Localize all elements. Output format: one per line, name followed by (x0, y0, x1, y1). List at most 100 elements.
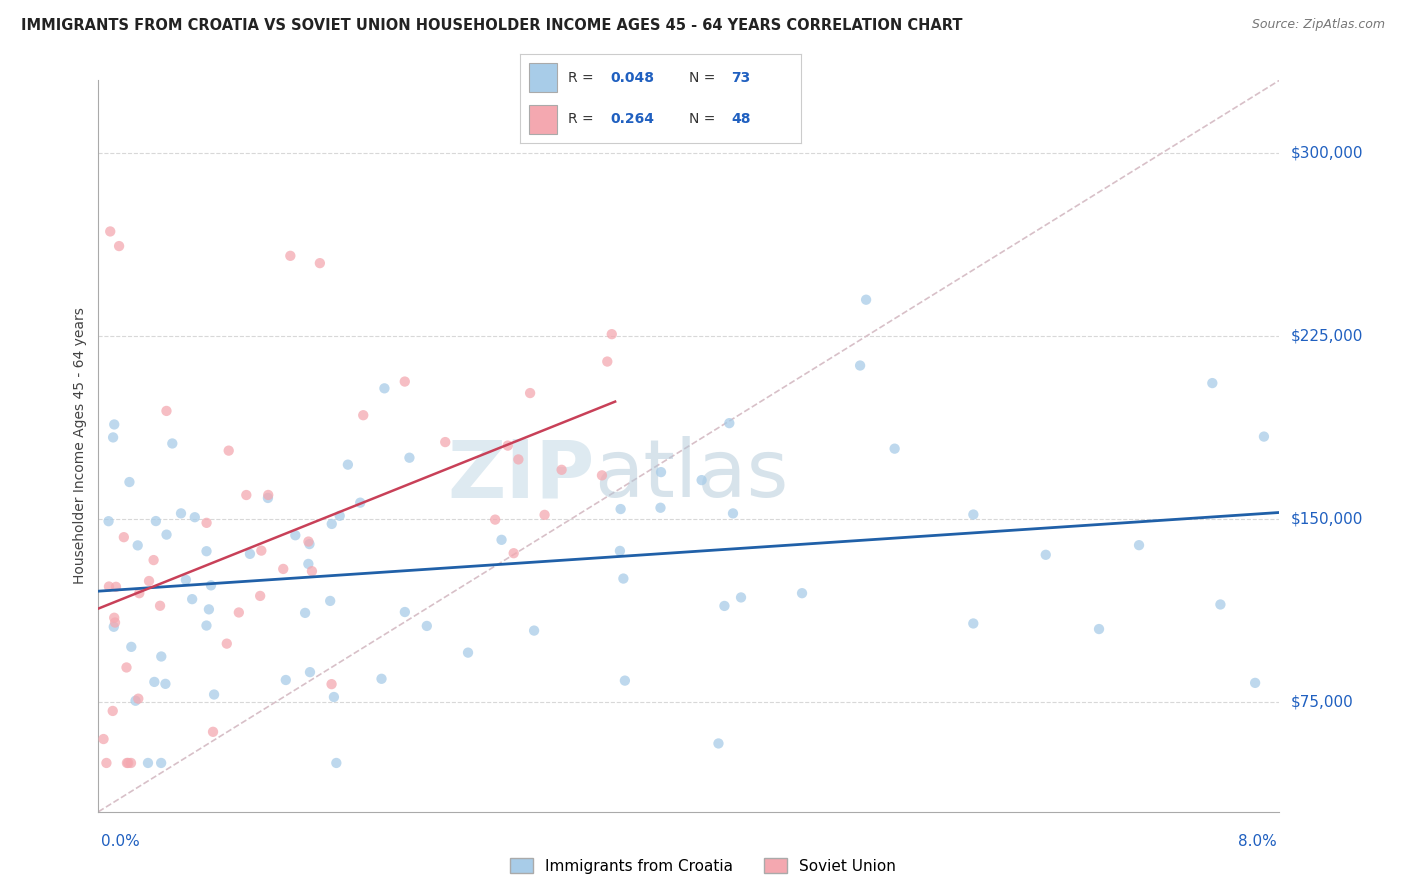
Point (128, 586, 150, 600)
Text: $75,000: $75,000 (1291, 695, 1354, 709)
Point (228, 606, 250, 620)
Point (457, 646, 479, 660)
Text: 0.048: 0.048 (610, 70, 654, 85)
Text: 0.264: 0.264 (610, 112, 654, 126)
Point (609, 502, 631, 516)
Text: $225,000: $225,000 (1291, 329, 1362, 343)
Point (349, 496, 371, 510)
Point (143, 674, 166, 689)
Point (149, 599, 172, 613)
Point (336, 458, 359, 472)
Text: atlas: atlas (595, 436, 789, 515)
Point (198, 602, 221, 616)
Text: IMMIGRANTS FROM CROATIA VS SOVIET UNION HOUSEHOLDER INCOME AGES 45 - 64 YEARS CO: IMMIGRANTS FROM CROATIA VS SOVIET UNION … (21, 18, 963, 33)
Point (104, 580, 127, 594)
Text: $150,000: $150,000 (1291, 512, 1362, 526)
Point (883, 442, 905, 456)
Point (297, 534, 319, 549)
Point (257, 488, 280, 502)
Point (155, 527, 177, 541)
Point (150, 649, 173, 664)
Point (138, 574, 160, 588)
Point (235, 488, 257, 502)
Point (790, 586, 813, 600)
Point (1201, 376, 1223, 390)
Point (136, 756, 159, 770)
Point (298, 665, 321, 680)
Point (308, 256, 332, 270)
Point (93, 732, 115, 747)
Point (502, 546, 524, 560)
Point (170, 507, 193, 521)
Text: R =: R = (568, 70, 598, 85)
Point (416, 619, 439, 633)
Point (730, 591, 752, 605)
Point (150, 756, 173, 770)
Point (115, 660, 138, 674)
Point (491, 533, 513, 547)
Point (1209, 598, 1232, 612)
Text: 73: 73 (731, 70, 751, 85)
Bar (529, 63, 557, 92)
Point (1088, 622, 1111, 636)
Point (301, 564, 323, 578)
Point (103, 620, 125, 634)
Point (434, 435, 457, 450)
Point (98, 224, 121, 238)
Point (1244, 676, 1267, 690)
Point (319, 594, 342, 608)
Point (97, 514, 120, 528)
Point (297, 557, 319, 571)
Point (613, 673, 636, 688)
Point (713, 599, 735, 613)
Point (533, 508, 555, 522)
Point (218, 443, 240, 458)
Point (127, 691, 149, 706)
Point (484, 513, 506, 527)
Point (108, 239, 131, 253)
Point (200, 578, 222, 592)
Point (184, 510, 207, 524)
Point (519, 386, 541, 401)
Point (352, 408, 374, 422)
Point (591, 468, 613, 483)
Point (250, 543, 273, 558)
Point (294, 606, 316, 620)
Point (103, 611, 125, 625)
Point (104, 615, 127, 630)
Point (373, 381, 395, 395)
Point (849, 359, 872, 373)
Point (550, 463, 572, 477)
Point (202, 688, 225, 702)
Point (496, 439, 519, 453)
Point (162, 436, 184, 450)
Point (298, 537, 321, 551)
Point (112, 530, 135, 544)
Point (596, 354, 619, 368)
Point (257, 491, 280, 505)
Point (120, 640, 142, 654)
Y-axis label: Householder Income Ages 45 - 64 years: Householder Income Ages 45 - 64 years (73, 308, 87, 584)
Point (145, 514, 167, 528)
Text: Source: ZipAtlas.com: Source: ZipAtlas.com (1251, 18, 1385, 31)
Point (278, 249, 301, 263)
Point (707, 736, 730, 750)
Point (117, 756, 139, 770)
Point (103, 417, 125, 432)
Point (523, 624, 546, 638)
Point (174, 573, 197, 587)
Point (120, 756, 142, 770)
Point (1128, 538, 1150, 552)
Point (322, 690, 344, 704)
Point (239, 547, 262, 561)
Point (202, 724, 225, 739)
Point (101, 704, 124, 718)
Point (124, 694, 146, 708)
Point (97, 580, 120, 594)
Point (155, 404, 177, 418)
Bar (529, 105, 557, 134)
Point (271, 562, 294, 576)
Text: R =: R = (568, 112, 598, 126)
Point (962, 508, 984, 522)
Point (1253, 429, 1275, 443)
